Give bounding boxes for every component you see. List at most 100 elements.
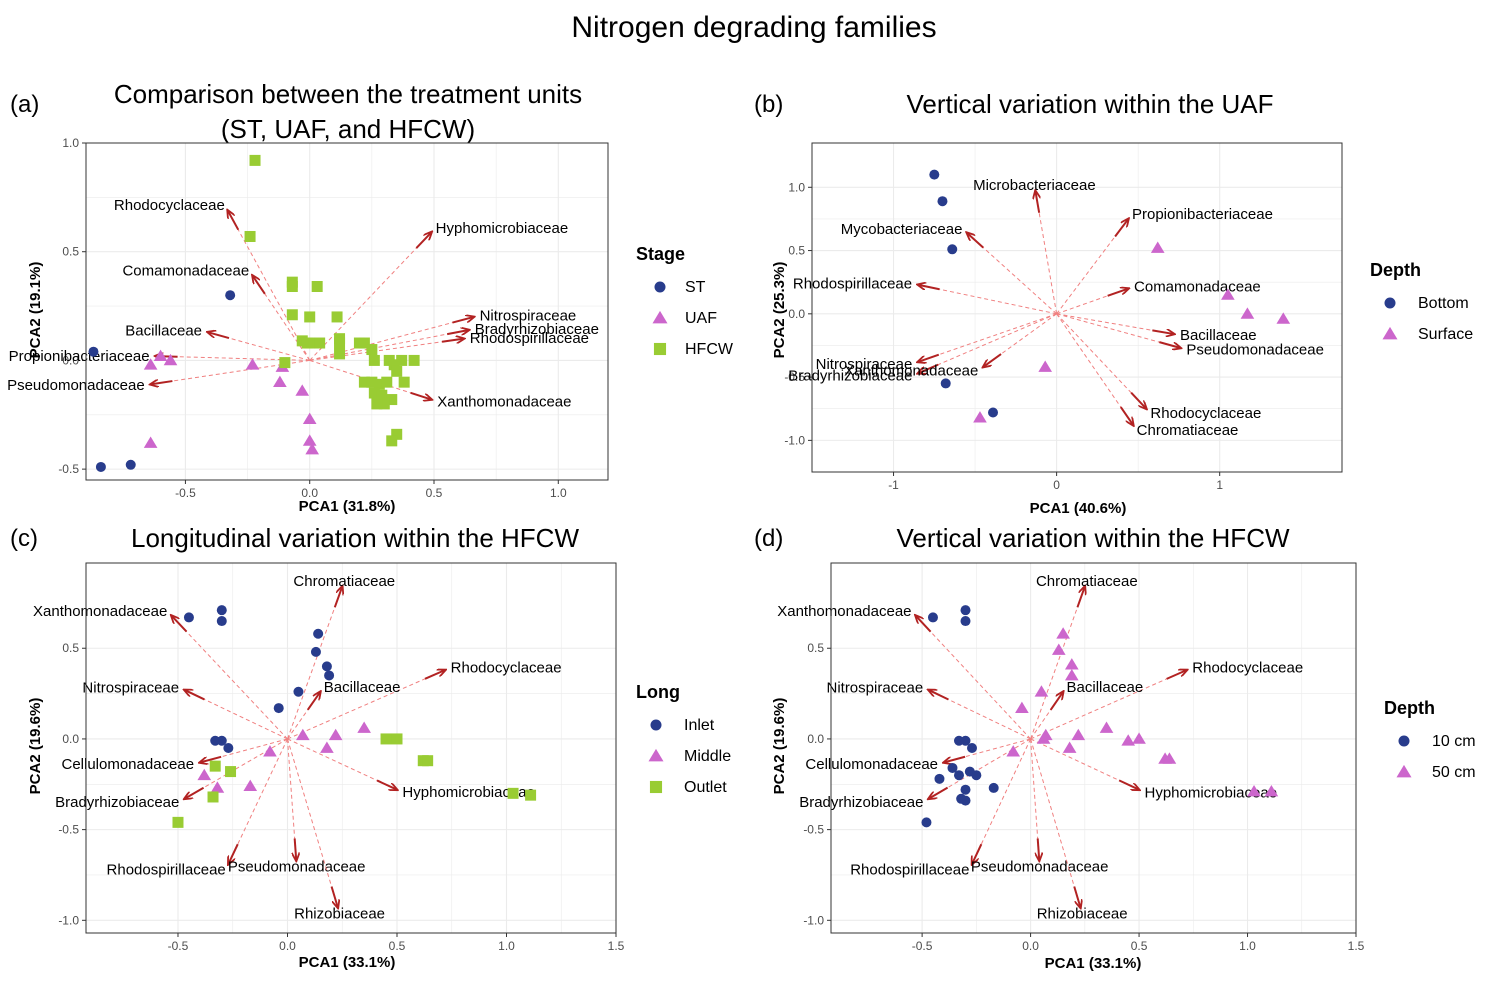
data-point-hfcw xyxy=(366,376,378,388)
vector-label: Nitrospiraceae xyxy=(816,356,913,373)
data-point-hfcw xyxy=(368,354,380,366)
vector-label: Pseudomonadaceae xyxy=(971,858,1109,875)
data-point-middle xyxy=(210,781,225,793)
vector-arrow xyxy=(967,233,984,249)
legend-label: Middle xyxy=(684,748,731,765)
vector-arrow xyxy=(333,587,342,608)
vector-arrow xyxy=(1118,779,1139,789)
data-point-10-cm xyxy=(934,773,945,784)
y-tick-label: 0.5 xyxy=(62,245,79,259)
data-point-uaf xyxy=(153,349,168,361)
x-tick-label: 0.0 xyxy=(279,939,296,953)
data-point-inlet xyxy=(324,670,335,681)
vector-dashed-line xyxy=(915,615,1031,740)
x-axis-title: PCA1 (33.1%) xyxy=(1045,955,1142,972)
data-point-st xyxy=(95,461,106,472)
data-point-50-cm xyxy=(1064,658,1079,670)
vector-arrow xyxy=(228,843,239,864)
data-point-50-cm xyxy=(1062,741,1077,753)
vector-label: Pseudomonadaceae xyxy=(7,377,145,394)
vector-arrow xyxy=(295,838,297,861)
data-point-hfcw xyxy=(244,230,256,242)
vector-label: Cellulomonadaceae xyxy=(805,756,938,773)
data-point-inlet xyxy=(313,628,324,639)
panel-letter: (d) xyxy=(754,525,783,552)
legend-label: Inlet xyxy=(684,717,715,734)
x-tick-label: 1.5 xyxy=(1348,939,1365,953)
vector-dashed-line xyxy=(943,738,1031,763)
data-point-hfcw xyxy=(371,398,383,410)
data-point-uaf xyxy=(302,434,317,446)
figure-title: Nitrogen degrading families xyxy=(571,11,936,44)
loading-vectors: Microbacteriaceae Propionibacteriaceae Myc… xyxy=(788,177,1324,439)
y-tick-label: 0.5 xyxy=(807,641,824,655)
data-point-middle xyxy=(243,779,258,791)
y-tick-label: 0.0 xyxy=(807,732,824,746)
data-point-outlet xyxy=(209,760,221,772)
plot-area xyxy=(812,143,1342,472)
vector-label: Pseudomonadaceae xyxy=(1186,342,1324,359)
data-point-hfcw xyxy=(358,376,370,388)
data-point-inlet xyxy=(216,616,227,627)
data-point-10-cm xyxy=(967,743,978,753)
data-point-50-cm xyxy=(1056,627,1070,639)
vector-label: Rhodocyclaceae xyxy=(451,660,562,677)
data-points xyxy=(172,605,537,828)
vector-label: Pseudomonadaceae xyxy=(228,858,366,875)
data-point-hfcw xyxy=(381,376,393,388)
data-point-uaf xyxy=(305,443,320,455)
vector-dashed-line xyxy=(287,691,321,740)
data-point-uaf xyxy=(143,436,158,448)
vector-arrow xyxy=(1076,587,1084,608)
vector-arrow xyxy=(918,285,940,290)
vector-arrow xyxy=(944,755,966,763)
vector-label: Xanthomonadaceae xyxy=(844,362,978,379)
vector-dashed-line xyxy=(155,355,310,361)
data-point-uaf xyxy=(295,384,310,396)
x-tick-label: 0.0 xyxy=(1022,939,1039,953)
vector-arrow xyxy=(424,670,445,680)
data-point-surface xyxy=(1240,307,1255,319)
vector-dashed-line xyxy=(1030,738,1081,908)
panel-c: (c) Longitudinal variation within the HFC… xyxy=(10,523,731,971)
vector-label: Bacillaceae xyxy=(125,323,202,340)
data-point-10-cm xyxy=(960,616,971,627)
data-point-50-cm xyxy=(1064,668,1079,681)
data-point-hfcw xyxy=(358,337,370,349)
legend-label: HFCW xyxy=(685,341,734,358)
vector-arrow xyxy=(185,690,205,701)
y-tick-label: 0.0 xyxy=(62,353,79,367)
data-point-bottom xyxy=(940,378,951,389)
data-point-hfcw xyxy=(314,337,326,349)
x-tick-label: -0.5 xyxy=(175,486,196,500)
vector-arrow xyxy=(1038,838,1040,861)
data-point-50-cm xyxy=(1051,643,1066,655)
data-point-inlet xyxy=(223,743,234,753)
vector-arrow xyxy=(200,755,222,763)
panel-title: (ST, UAF, and HFCW) xyxy=(221,114,475,144)
data-point-hfcw xyxy=(398,376,410,388)
vector-arrow xyxy=(983,353,1002,367)
vector-label: Hyphomicrobiaceae xyxy=(1144,784,1277,801)
vector-dashed-line xyxy=(171,615,288,740)
vector-dashed-line xyxy=(917,313,1057,363)
vector-arrow xyxy=(1152,330,1174,334)
data-point-hfcw xyxy=(386,435,398,447)
data-point-hfcw xyxy=(373,378,385,390)
vector-arrow xyxy=(151,381,173,384)
data-point-surface xyxy=(1221,288,1235,300)
vector-label: Rhizobiaceae xyxy=(1037,905,1128,922)
data-point-inlet xyxy=(216,605,227,616)
data-point-bottom xyxy=(929,169,940,180)
y-tick-label: -0.5 xyxy=(803,823,824,837)
data-point-hfcw xyxy=(311,280,323,292)
data-point-outlet xyxy=(207,791,219,803)
plot-area xyxy=(86,563,616,933)
x-tick-label: -1 xyxy=(888,478,899,492)
legend-label: UAF xyxy=(685,310,717,327)
y-tick-label: -0.5 xyxy=(58,823,79,837)
vector-label: Nitrospiraceae xyxy=(82,679,179,696)
data-point-hfcw xyxy=(301,337,313,349)
legend-title: Long xyxy=(636,682,680,702)
data-point-10-cm xyxy=(921,817,932,828)
